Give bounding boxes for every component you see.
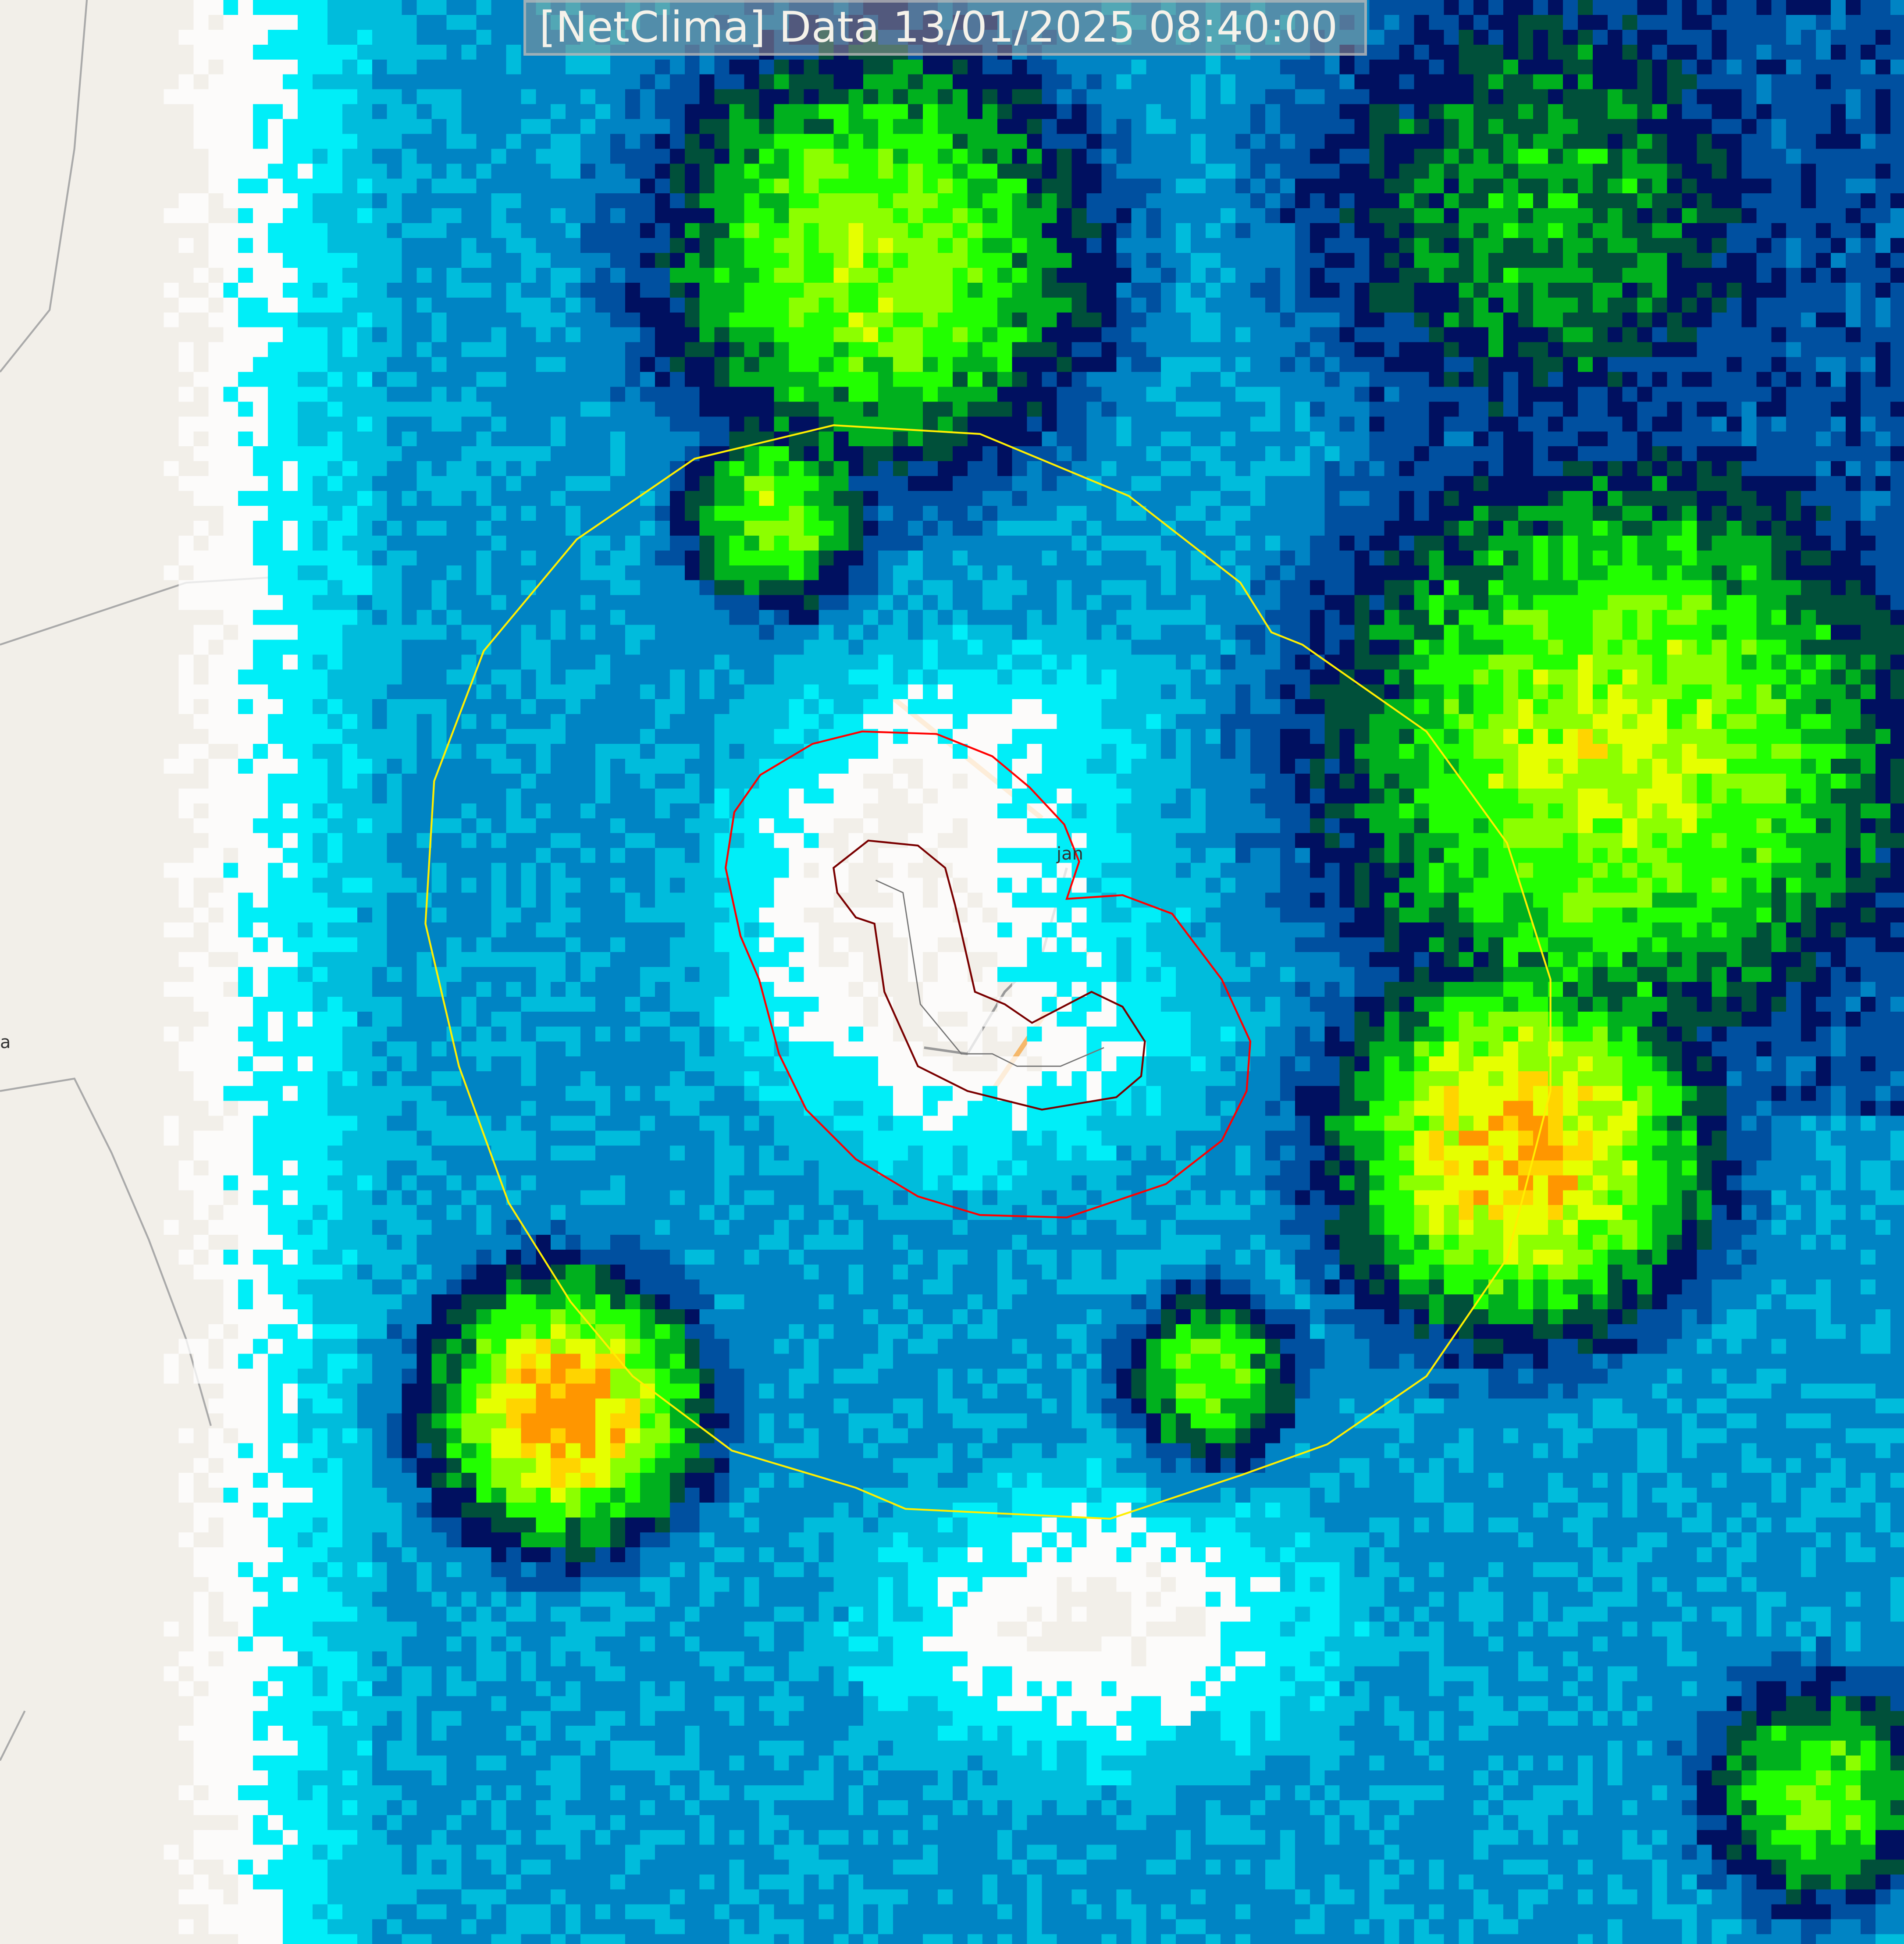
edge-label: a [0,1032,11,1052]
middle-ring-red [724,730,1252,1219]
town-label: jan [1057,844,1083,864]
inner-track [875,879,1104,1067]
inner-ring-darkred [833,839,1146,1111]
title-banner: [NetClima] Data 13/01/2025 08:40:00 [523,0,1367,56]
outer-ring-yellow [424,424,1552,1520]
title-text: [NetClima] Data 13/01/2025 08:40:00 [539,3,1338,52]
